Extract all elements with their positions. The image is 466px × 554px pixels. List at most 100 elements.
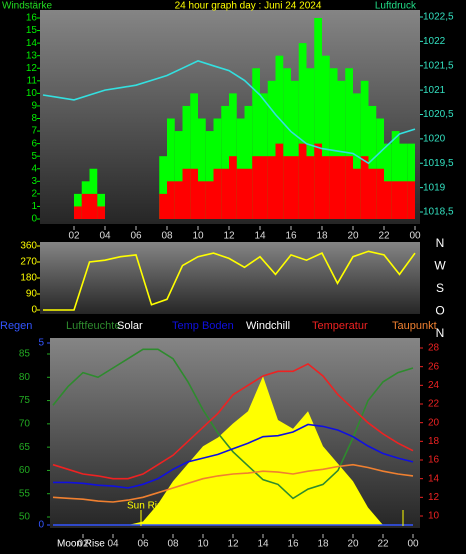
bar [213,168,222,219]
y-tick-label: 1021,5 [423,60,454,71]
bar [345,68,353,219]
x-tick-label: 08 [161,231,173,242]
bar [314,143,322,219]
y-tick-label: 5 [31,151,37,162]
bar [236,168,245,219]
y-tick-label: 90 [26,289,38,300]
legend-label: Luftfeuchte [66,320,120,332]
bar [337,80,346,219]
y-tick-label: 0 [31,305,37,316]
y-tick-label: 14 [428,473,440,484]
x-tick-label: 22 [378,231,390,242]
y-tick-label: 0 [31,214,37,225]
x-tick-label: 12 [223,231,235,242]
y-tick-label: 360 [20,241,37,252]
x-tick-label: 22 [377,539,389,550]
bar [244,168,253,219]
y-tick-label: 11 [27,75,38,86]
x-tick-label: 02 [77,539,89,550]
y-tick-label: 16 [428,455,440,466]
y-tick-label: 22 [428,399,440,410]
compass-label: N [436,326,445,340]
y-tick-label: 75 [19,395,31,406]
bar [190,168,198,219]
line [43,250,416,311]
x-tick-label: 18 [317,539,329,550]
bar [283,156,291,219]
y-tick-label: 10 [26,88,38,99]
bar [275,143,284,219]
x-tick-label: 04 [99,231,111,242]
y-tick-label: 16 [26,13,38,24]
y-tick-label: 1020,5 [423,109,454,120]
y-tick-label: 26 [428,361,440,372]
bar [221,105,229,219]
y-tick-label: 1020 [423,134,446,145]
y-tick-label: 1019 [423,182,446,193]
bar [229,156,237,219]
annotation: Moon Rise [57,539,105,550]
line [52,362,414,480]
bar [306,68,315,219]
legend-label: Taupunkt [392,320,437,332]
bar [322,156,330,219]
bar [291,80,299,219]
bar [167,181,175,219]
legend-label: Temp Boden [172,320,234,332]
x-tick-label: 14 [254,231,266,242]
y-tick-label: 60 [19,465,31,476]
bar [407,181,415,219]
x-tick-label: 00 [407,539,419,550]
y-tick-label: 12 [428,492,440,503]
y-tick-label: 1 [31,201,37,212]
bar [190,93,198,219]
bar [283,68,291,219]
bar [376,168,384,219]
legend-label: Solar [117,320,143,332]
y-tick-label: 1019,5 [423,158,454,169]
y-tick-label: 12 [26,63,38,74]
bar [159,156,167,219]
bar [399,181,408,219]
bar [205,181,214,219]
y-tick-label: 3 [31,176,37,187]
bar [345,156,353,219]
y-tick-label: 6 [31,138,37,149]
chart-title: 24 hour graph day : Juni 24 2024 [175,1,322,12]
y-tick-label: 0 [38,520,44,531]
bar [221,168,229,219]
bar [97,206,105,219]
compass-label: S [436,281,444,295]
bar [182,105,191,219]
bar [391,131,400,219]
bar [322,55,330,219]
x-tick-label: 06 [130,231,142,242]
bar [267,156,276,219]
bar [360,80,369,219]
y-tick-label: 1021 [423,85,446,96]
bar [205,131,214,219]
line [52,348,414,500]
legend-label: Regen [0,320,32,332]
bar [260,156,268,219]
x-tick-label: 20 [347,539,359,550]
y-tick-label: 20 [428,417,440,428]
y-tick-label: 18 [428,436,440,447]
bar [391,181,400,219]
y-tick-label: 15 [26,25,38,36]
y-tick-label: 1022,5 [423,12,454,23]
y-tick-label: 50 [19,512,31,523]
compass-label: W [434,259,446,273]
y-tick-label: 7 [31,126,37,137]
y-tick-label: 180 [20,273,37,284]
y-tick-label: 55 [19,488,31,499]
y-tick-label: 1022 [423,36,446,47]
x-tick-label: 10 [197,539,209,550]
bar [167,118,175,219]
x-tick-label: 02 [68,231,80,242]
legend-label: Windchill [246,320,290,332]
y-tick-label: 9 [31,101,37,112]
y-tick-label: 85 [19,349,31,360]
